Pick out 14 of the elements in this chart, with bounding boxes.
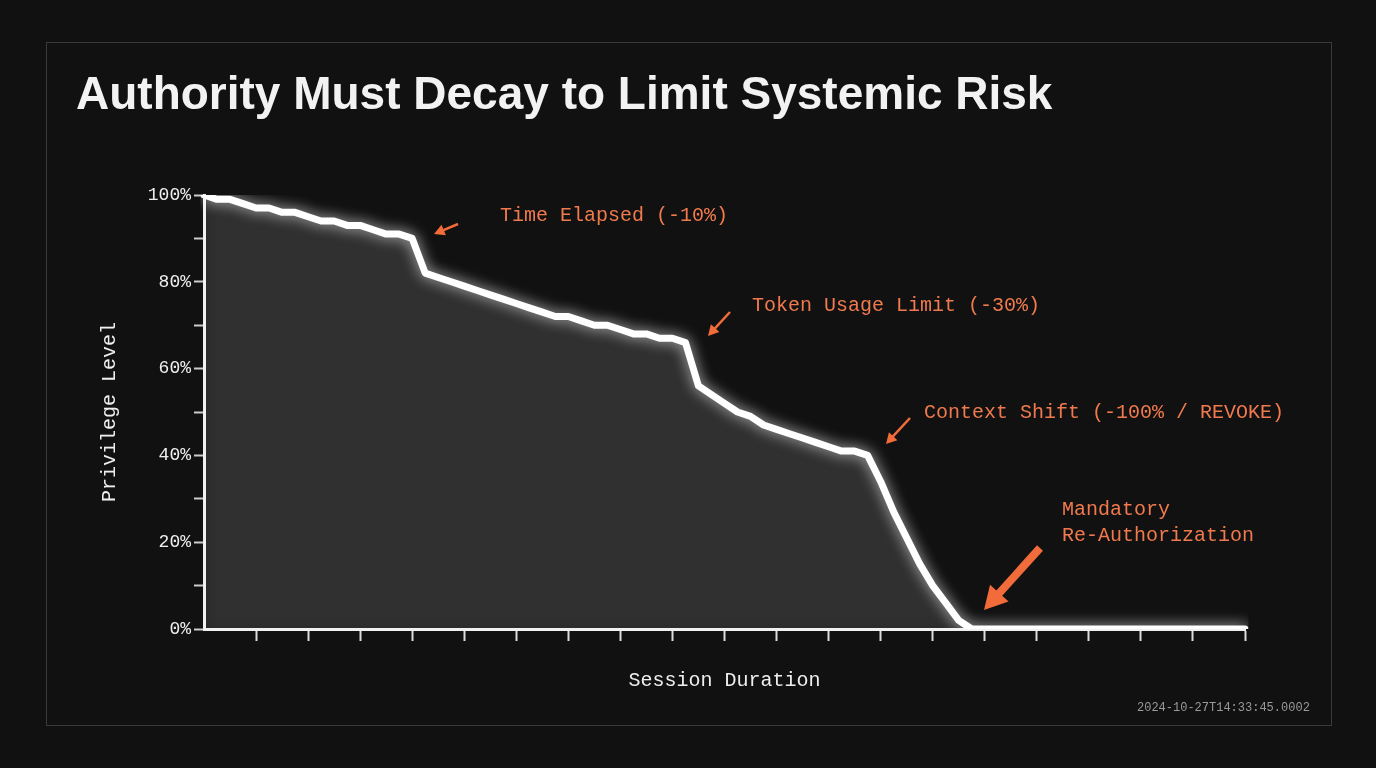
annotation: Mandatory Re-Authorization: [1062, 498, 1255, 548]
y-tick-label: 100%: [147, 184, 192, 205]
y-tick-label: 80%: [158, 271, 192, 292]
annotation: Time Elapsed (-10%): [500, 204, 729, 228]
y-axis-title: Privilege Level: [98, 321, 122, 503]
annotation: Token Usage Limit (-30%): [752, 294, 1041, 318]
y-tick-label: 40%: [158, 445, 192, 466]
y-tick-label: 60%: [158, 358, 192, 379]
text: 2024-10-27T14:33:45.0002: [1137, 701, 1310, 716]
y-tick-label: 20%: [158, 531, 192, 552]
chart-title: Authority Must Decay to Limit Systemic Risk: [76, 66, 1053, 120]
annotation: Context Shift (-100% / REVOKE): [924, 401, 1285, 425]
x-axis-title: Session Duration: [628, 669, 821, 693]
y-tick-label: 0%: [169, 618, 192, 639]
